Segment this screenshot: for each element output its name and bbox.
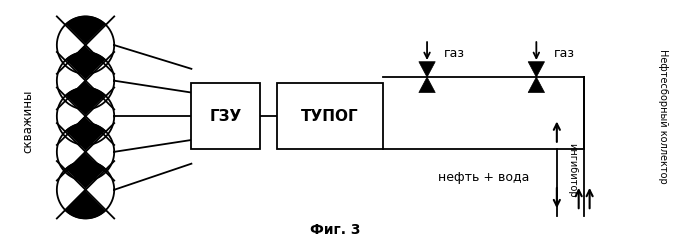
Text: скважины: скважины — [21, 89, 34, 153]
Text: Нефтесборный коллектор: Нефтесборный коллектор — [658, 49, 668, 184]
Polygon shape — [86, 96, 114, 136]
Text: ГЗУ: ГЗУ — [209, 109, 242, 124]
Text: газ: газ — [444, 47, 465, 60]
Text: Фиг. 3: Фиг. 3 — [309, 223, 360, 237]
Polygon shape — [66, 45, 106, 74]
Polygon shape — [66, 81, 106, 109]
Polygon shape — [66, 123, 106, 152]
Polygon shape — [66, 152, 106, 181]
Bar — [192, 83, 260, 150]
Polygon shape — [57, 25, 86, 65]
Polygon shape — [66, 52, 106, 81]
Text: ТУПОГ: ТУПОГ — [301, 109, 358, 124]
Polygon shape — [66, 116, 106, 145]
Polygon shape — [86, 132, 114, 172]
Polygon shape — [419, 62, 435, 77]
Polygon shape — [528, 77, 544, 92]
Polygon shape — [66, 190, 106, 219]
Polygon shape — [86, 169, 114, 210]
Polygon shape — [57, 96, 86, 136]
Polygon shape — [419, 77, 435, 92]
Text: газ: газ — [553, 47, 574, 60]
Polygon shape — [86, 25, 114, 65]
Polygon shape — [57, 132, 86, 172]
Polygon shape — [66, 88, 106, 116]
Polygon shape — [57, 60, 86, 101]
Polygon shape — [57, 169, 86, 210]
Polygon shape — [66, 16, 106, 45]
Polygon shape — [86, 60, 114, 101]
Text: ингибитор: ингибитор — [567, 144, 577, 198]
Text: нефть + вода: нефть + вода — [438, 171, 529, 184]
Polygon shape — [528, 62, 544, 77]
Bar — [277, 83, 383, 150]
Polygon shape — [66, 161, 106, 190]
